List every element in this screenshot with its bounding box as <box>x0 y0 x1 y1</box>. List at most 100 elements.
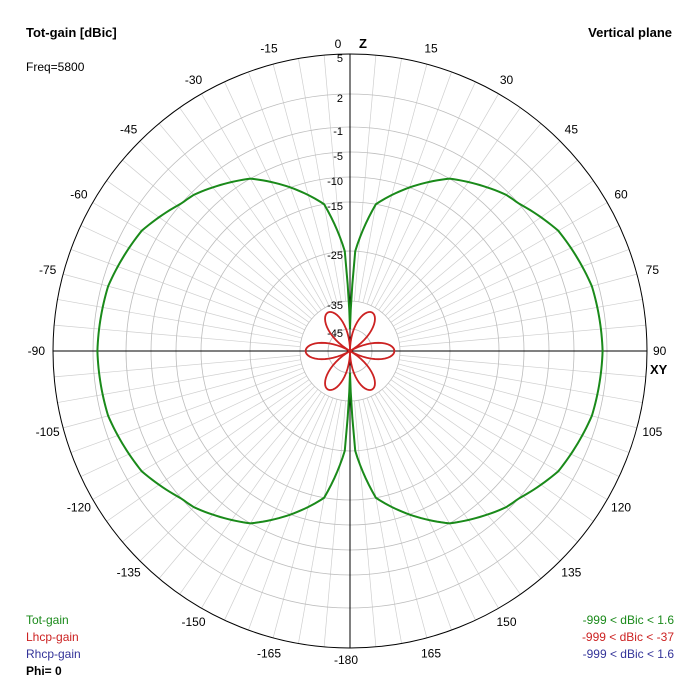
z-axis-label: Z <box>359 36 367 51</box>
grid-spoke <box>396 249 630 335</box>
xy-axis-label: XY <box>650 362 668 377</box>
grid-spoke <box>70 367 304 453</box>
angle-label: -150 <box>181 615 205 629</box>
grid-spoke <box>80 225 305 331</box>
grid-spoke <box>224 81 330 306</box>
grid-spoke <box>63 363 302 429</box>
grid-spoke <box>388 382 578 543</box>
grid-spoke <box>272 399 338 638</box>
radial-label: -5 <box>333 151 343 163</box>
angle-label: -15 <box>260 42 278 56</box>
grid-spoke <box>385 386 561 562</box>
legend-tot-range: -999 < dBic < 1.6 <box>582 613 674 627</box>
grid-spoke <box>80 371 305 477</box>
angle-label: -30 <box>185 73 203 87</box>
grid-spoke <box>396 367 630 453</box>
frequency-label: Freq=5800 <box>26 60 85 74</box>
grid-spoke <box>272 64 338 303</box>
angle-label: 0 <box>335 37 342 51</box>
grid-spoke <box>122 159 312 320</box>
angle-label: 15 <box>424 42 438 56</box>
grid-spoke <box>106 379 310 522</box>
legend-rhcp-range: -999 < dBic < 1.6 <box>582 647 674 661</box>
grid-spoke <box>354 55 377 302</box>
grid-spoke <box>398 273 637 339</box>
radial-label: -25 <box>327 250 343 262</box>
grid-spoke <box>298 58 342 302</box>
grid-spoke <box>63 273 302 339</box>
grid-spoke <box>57 299 301 343</box>
grid-spoke <box>54 324 301 347</box>
grid-spoke <box>54 355 301 378</box>
grid-spoke <box>393 375 608 500</box>
grid-spoke <box>323 55 346 302</box>
angle-label: -75 <box>39 263 57 277</box>
grid-spoke <box>358 400 402 644</box>
angle-label: -120 <box>67 501 91 515</box>
grid-spoke <box>358 58 402 302</box>
radial-label: -10 <box>327 176 343 188</box>
angle-label: 45 <box>565 123 579 137</box>
grid-spoke <box>399 355 646 378</box>
grid-spoke <box>370 81 476 306</box>
grid-spoke <box>393 202 608 327</box>
radial-label: -1 <box>333 126 343 138</box>
grid-spoke <box>224 396 330 621</box>
chart-title: Tot-gain [dBic] <box>26 25 117 40</box>
angle-label: 90 <box>653 344 667 358</box>
grid-spoke <box>395 225 620 331</box>
grid-spoke <box>106 180 310 323</box>
grid-spoke <box>122 382 312 543</box>
angle-label: -45 <box>120 123 138 137</box>
angle-label: -105 <box>36 425 60 439</box>
legend-lhcp-gain: Lhcp-gain <box>26 630 79 644</box>
grid-spoke <box>370 396 476 621</box>
grid-spoke <box>179 107 322 311</box>
grid-spoke <box>381 123 542 313</box>
grid-spoke <box>70 249 304 335</box>
legend-lhcp-range: -999 < dBic < -37 <box>581 630 674 644</box>
grid-spoke <box>399 359 643 403</box>
legend-tot-gain: Tot-gain <box>26 613 69 627</box>
angle-label: -165 <box>257 646 281 660</box>
grid-spoke <box>298 400 342 644</box>
angle-label: 30 <box>500 73 514 87</box>
grid-spoke <box>399 299 643 343</box>
angle-label: 105 <box>642 425 662 439</box>
grid-spoke <box>323 400 346 647</box>
grid-spoke <box>390 180 594 323</box>
grid-spoke <box>395 371 620 477</box>
angle-label: -90 <box>28 344 46 358</box>
tot-gain-curve-right <box>349 177 604 525</box>
grid-spoke <box>374 93 499 308</box>
angle-label: -60 <box>70 188 88 202</box>
grid-spoke <box>354 400 377 647</box>
grid-spoke <box>362 64 428 303</box>
radial-label: -15 <box>327 201 343 213</box>
tot-gain-curve-left <box>96 177 351 525</box>
grid-spoke <box>399 324 646 347</box>
grid-spoke <box>201 394 326 609</box>
grid-spoke <box>201 93 326 308</box>
radial-label: 2 <box>337 93 343 105</box>
angle-label: 135 <box>561 565 581 579</box>
grid-spoke <box>158 389 319 579</box>
plane-label: Vertical plane <box>588 25 672 40</box>
grid-spoke <box>385 140 561 316</box>
grid-spoke <box>139 386 315 562</box>
grid-spoke <box>139 140 315 316</box>
grid-spoke <box>374 394 499 609</box>
angle-label: 75 <box>646 263 660 277</box>
radial-label: -45 <box>327 328 343 340</box>
lhcp-gain-curve <box>304 311 396 391</box>
phi-label: Phi= 0 <box>26 664 62 678</box>
grid-spoke <box>388 159 578 320</box>
radial-label: 5 <box>337 53 343 65</box>
grid-spoke <box>92 375 307 500</box>
grid-spoke <box>378 107 521 311</box>
grid-spoke <box>158 123 319 313</box>
angle-label: 165 <box>421 646 441 660</box>
grid-spoke <box>381 389 542 579</box>
grid-spoke <box>57 359 301 403</box>
